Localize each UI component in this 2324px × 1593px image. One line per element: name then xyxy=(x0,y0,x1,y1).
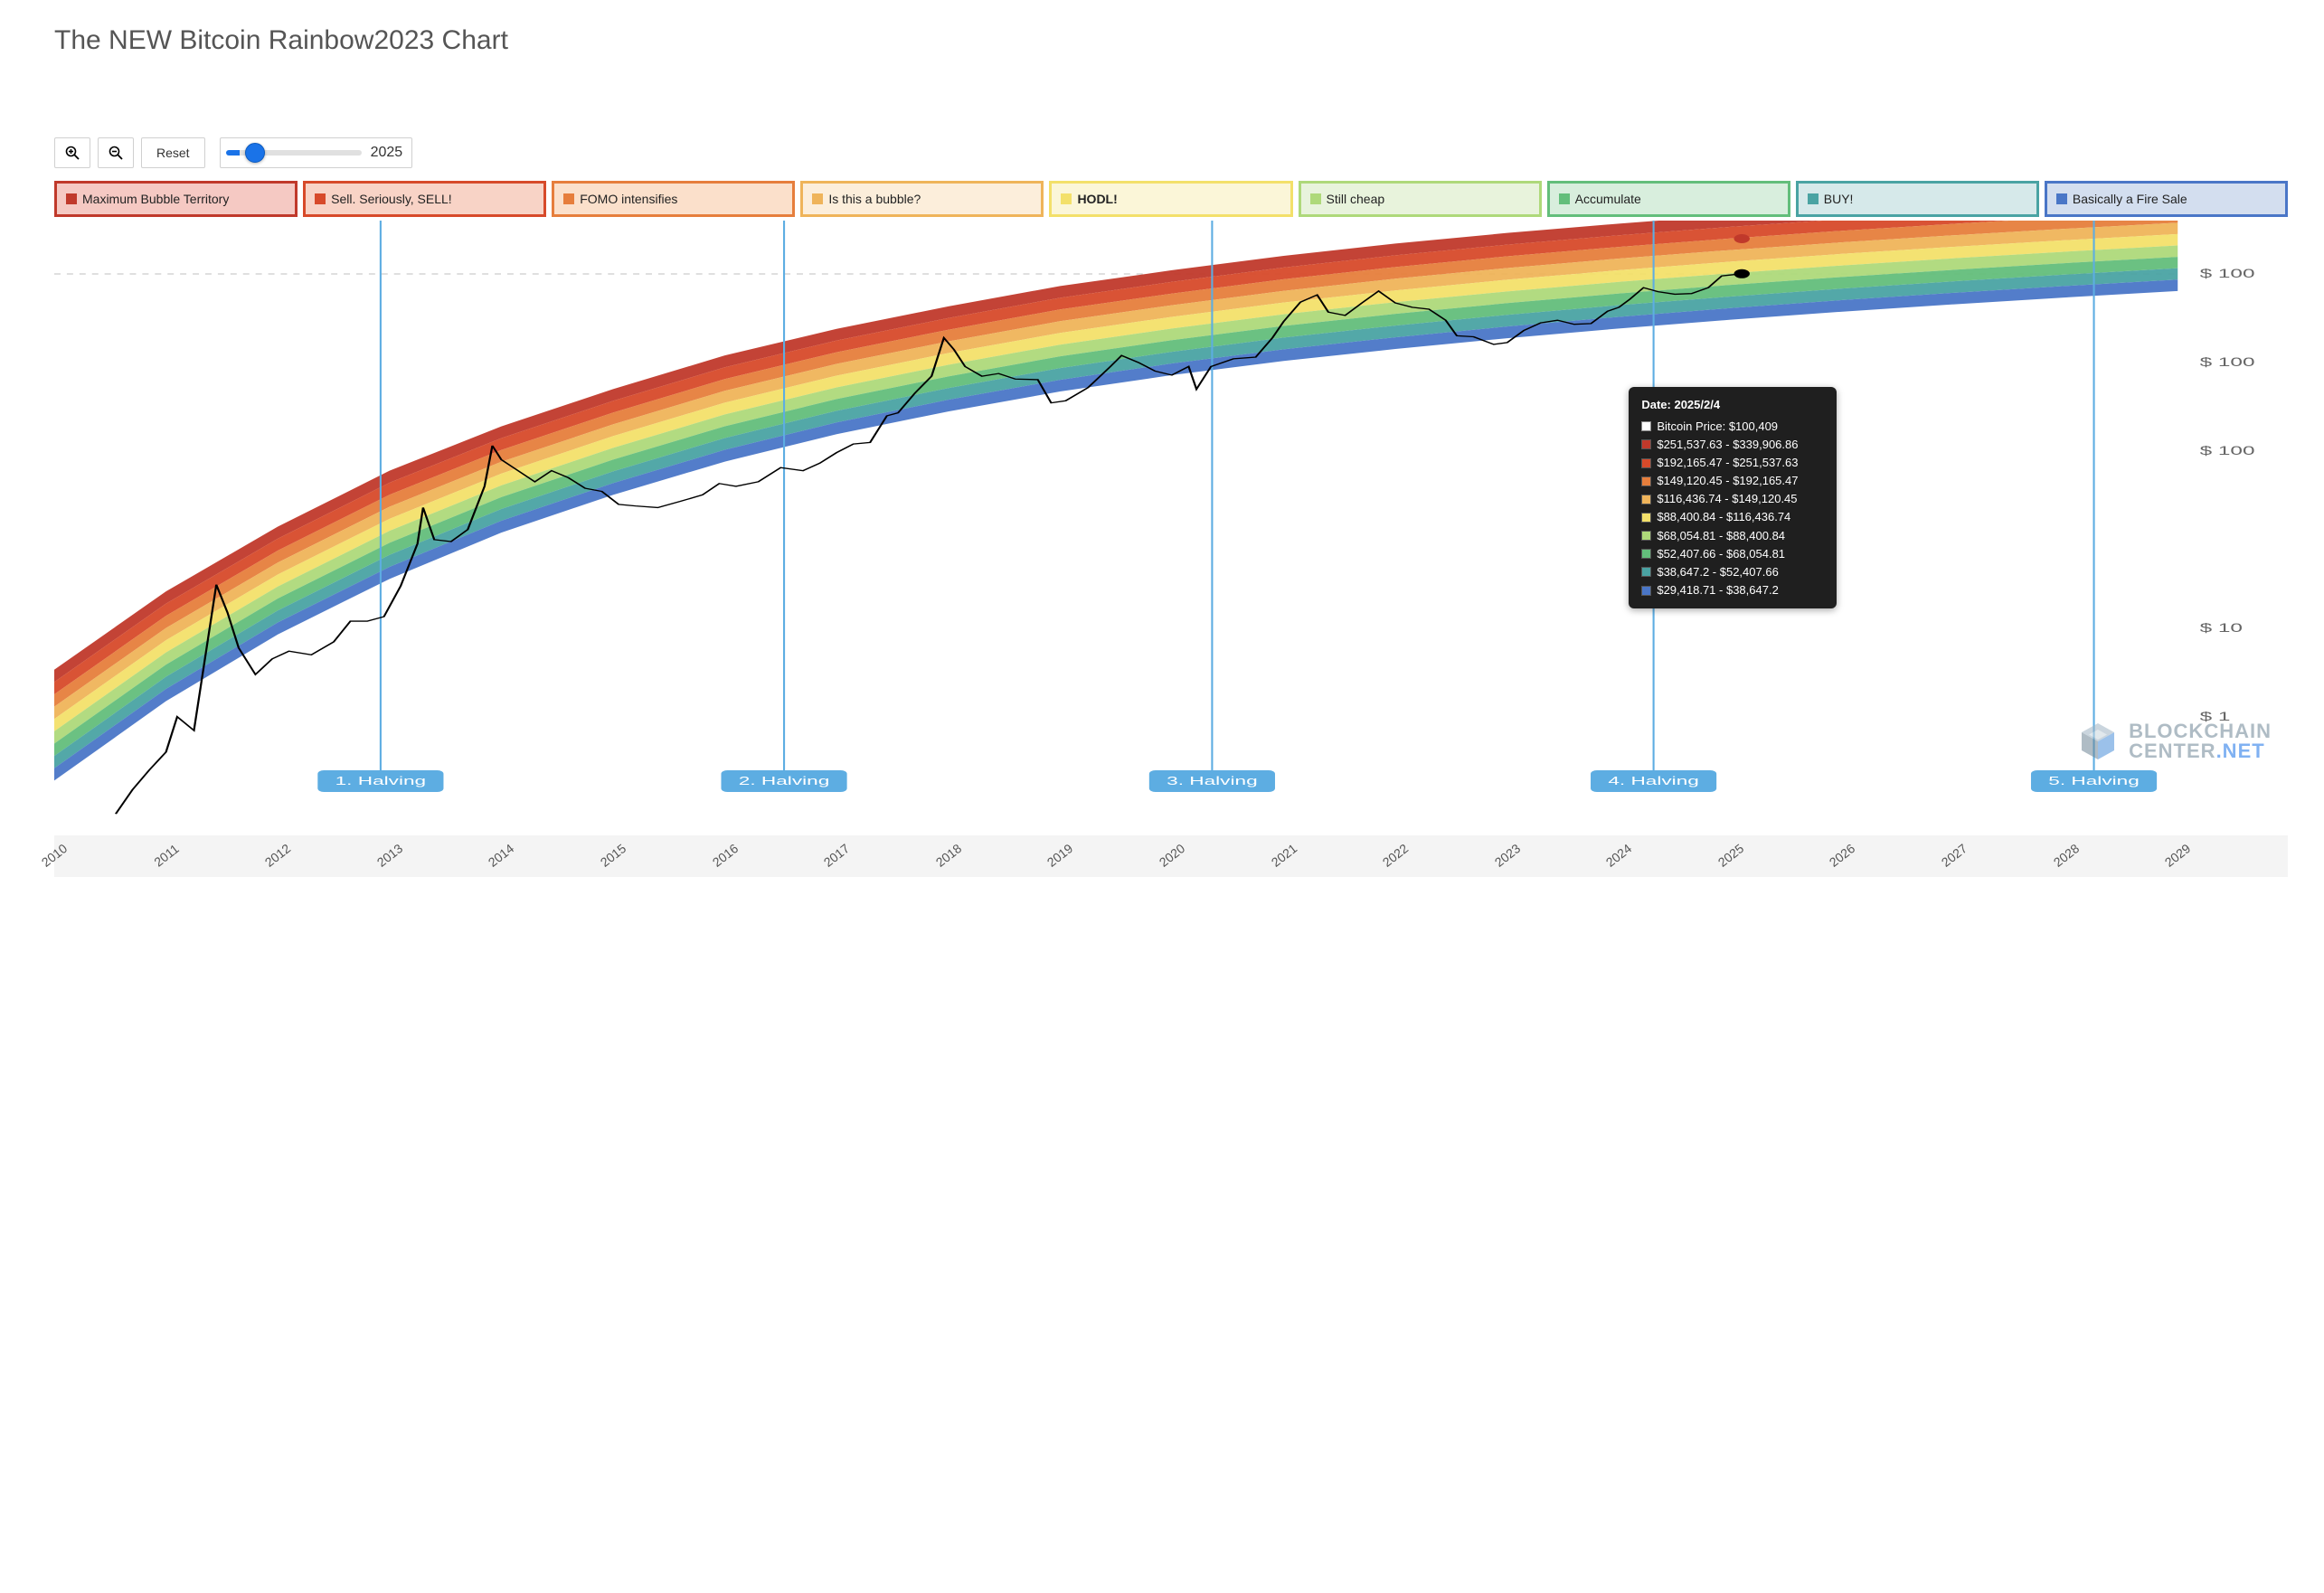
year-slider[interactable] xyxy=(226,150,362,156)
legend-item[interactable]: Is this a bubble? xyxy=(800,181,1044,217)
legend: Maximum Bubble Territory Sell. Seriously,… xyxy=(54,181,2288,217)
tooltip-band-row: $116,436.74 - $149,120.45 xyxy=(1641,490,1824,508)
tooltip-band-row: $88,400.84 - $116,436.74 xyxy=(1641,508,1824,526)
x-tick-label: 2027 xyxy=(1939,841,1970,870)
legend-swatch xyxy=(563,193,574,204)
year-slider-container: 2025 xyxy=(220,137,413,168)
legend-label: Is this a bubble? xyxy=(828,192,921,206)
x-tick-label: 2026 xyxy=(1827,841,1857,870)
x-tick-label: 2020 xyxy=(1157,841,1187,870)
tooltip-band-row: $52,407.66 - $68,054.81 xyxy=(1641,545,1824,563)
svg-text:$ 100: $ 100 xyxy=(2200,267,2255,281)
x-tick-label: 2013 xyxy=(374,841,405,870)
legend-item[interactable]: Accumulate xyxy=(1547,181,1790,217)
chart-area[interactable]: 1. Halving 2. Halving 3. Halving 4. Halving… xyxy=(54,221,2288,835)
legend-label: BUY! xyxy=(1824,192,1854,206)
zoom-in-button[interactable] xyxy=(54,137,90,168)
tooltip-band-row: $192,165.47 - $251,537.63 xyxy=(1641,454,1824,472)
x-axis: 2010201120122013201420152016201720182019… xyxy=(54,835,2288,877)
price-tooltip: Date: 2025/2/4 Bitcoin Price: $100,409$25… xyxy=(1629,387,1837,609)
tooltip-band-row: $29,418.71 - $38,647.2 xyxy=(1641,581,1824,599)
legend-item[interactable]: HODL! xyxy=(1049,181,1292,217)
x-tick-label: 2017 xyxy=(821,841,852,870)
svg-text:$ 10: $ 10 xyxy=(2200,621,2243,636)
tooltip-band-row: $38,647.2 - $52,407.66 xyxy=(1641,563,1824,581)
x-tick-label: 2021 xyxy=(1268,841,1299,870)
chart-title: The NEW Bitcoin Rainbow2023 Chart xyxy=(54,25,2288,56)
svg-text:4. Halving: 4. Halving xyxy=(1608,774,1699,787)
legend-label: Accumulate xyxy=(1575,192,1641,206)
zoom-out-button[interactable] xyxy=(98,137,134,168)
tooltip-band-row: $251,537.63 - $339,906.86 xyxy=(1641,436,1824,454)
legend-item[interactable]: Maximum Bubble Territory xyxy=(54,181,298,217)
svg-text:$ 1: $ 1 xyxy=(2200,710,2231,724)
x-tick-label: 2014 xyxy=(486,841,516,870)
chart-svg: 1. Halving 2. Halving 3. Halving 4. Halving… xyxy=(54,221,2288,835)
legend-item[interactable]: Sell. Seriously, SELL! xyxy=(303,181,546,217)
legend-item[interactable]: BUY! xyxy=(1796,181,2039,217)
x-tick-label: 2024 xyxy=(1603,841,1634,870)
legend-label: Sell. Seriously, SELL! xyxy=(331,192,452,206)
x-tick-label: 2011 xyxy=(151,841,182,869)
reset-button[interactable]: Reset xyxy=(141,137,205,168)
tooltip-band-row: $68,054.81 - $88,400.84 xyxy=(1641,527,1824,545)
x-tick-label: 2028 xyxy=(2050,841,2081,870)
zoom-in-icon xyxy=(65,146,80,160)
legend-label: Still cheap xyxy=(1327,192,1385,206)
x-tick-label: 2018 xyxy=(933,841,964,870)
legend-swatch xyxy=(2056,193,2067,204)
x-tick-label: 2016 xyxy=(709,841,740,870)
legend-item[interactable]: FOMO intensifies xyxy=(552,181,795,217)
x-tick-label: 2022 xyxy=(1380,841,1411,870)
legend-swatch xyxy=(1808,193,1819,204)
legend-label: Maximum Bubble Territory xyxy=(82,192,229,206)
x-tick-label: 2029 xyxy=(2162,841,2193,870)
tooltip-price-row: Bitcoin Price: $100,409 xyxy=(1641,418,1824,436)
svg-text:3. Halving: 3. Halving xyxy=(1167,774,1258,787)
legend-swatch xyxy=(1310,193,1321,204)
x-tick-label: 2025 xyxy=(1715,841,1746,870)
svg-text:$ 100: $ 100 xyxy=(2200,444,2255,458)
x-tick-label: 2012 xyxy=(262,841,293,870)
legend-label: FOMO intensifies xyxy=(580,192,677,206)
legend-item[interactable]: Basically a Fire Sale xyxy=(2045,181,2288,217)
tooltip-date: Date: 2025/2/4 xyxy=(1641,396,1824,414)
legend-swatch xyxy=(315,193,326,204)
x-tick-label: 2015 xyxy=(598,841,628,870)
chart-toolbar: Reset 2025 xyxy=(54,137,2288,168)
tooltip-band-row: $149,120.45 - $192,165.47 xyxy=(1641,472,1824,490)
x-tick-label: 2023 xyxy=(1491,841,1522,870)
legend-swatch xyxy=(66,193,77,204)
zoom-out-icon xyxy=(109,146,123,160)
svg-text:5. Halving: 5. Halving xyxy=(2048,774,2140,787)
legend-swatch xyxy=(1559,193,1570,204)
svg-text:$ 100: $ 100 xyxy=(2200,355,2255,370)
svg-text:1. Halving: 1. Halving xyxy=(335,774,427,787)
year-slider-label: 2025 xyxy=(371,145,403,161)
svg-text:2. Halving: 2. Halving xyxy=(739,774,830,787)
legend-label: HODL! xyxy=(1077,192,1117,206)
legend-item[interactable]: Still cheap xyxy=(1299,181,1542,217)
x-tick-label: 2010 xyxy=(39,841,70,870)
x-tick-label: 2019 xyxy=(1044,841,1075,870)
legend-swatch xyxy=(812,193,823,204)
legend-label: Basically a Fire Sale xyxy=(2073,192,2187,206)
legend-swatch xyxy=(1061,193,1072,204)
